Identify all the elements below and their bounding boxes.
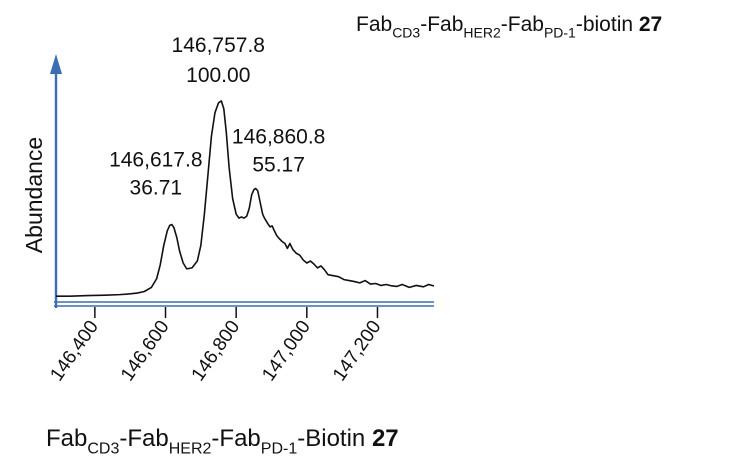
label-text: Fab	[46, 425, 87, 452]
peak-mass-label: 146,757.8	[172, 34, 265, 57]
subscript-text: CD3	[392, 25, 420, 41]
label-text: -biotin	[576, 13, 639, 36]
y-axis-arrow-icon	[50, 54, 62, 74]
spectrum-trace	[56, 100, 435, 297]
y-axis-label: Abundance	[21, 137, 47, 253]
peak-abundance-label: 55.17	[252, 153, 305, 176]
peak-mass-label: 146,860.8	[232, 125, 325, 148]
peak-labels: 146,617.8 36.71 146,757.8 100.00 146,860.8 55…	[109, 34, 325, 200]
label-text: -Fab	[501, 13, 544, 36]
label-text: Fab	[356, 13, 392, 36]
peak-abundance-label: 36.71	[130, 177, 183, 200]
x-tick-label: 146,400	[46, 317, 103, 385]
x-tick-label: 147,000	[258, 317, 315, 385]
label-text: -Biotin	[297, 425, 372, 452]
label-text: 27	[372, 425, 399, 452]
subscript-text: PD-1	[544, 25, 576, 41]
x-tick-labels: 146,400 146,600 146,800 147,000 147,200	[46, 317, 385, 385]
peak-abundance-label: 100.00	[186, 64, 250, 87]
label-text: 27	[639, 13, 662, 36]
label-text: -Fab	[119, 425, 168, 452]
subscript-text: PD-1	[261, 441, 298, 458]
x-tick-label: 147,200	[329, 317, 386, 385]
chart-title: FabCD3-FabHER2-FabPD-1-biotin 27	[356, 13, 662, 41]
x-tick-label: 146,800	[188, 317, 245, 385]
subscript-text: CD3	[87, 441, 119, 458]
x-ticks	[94, 307, 379, 318]
peak-mass-label: 146,617.8	[109, 149, 202, 172]
subscript-text: HER2	[169, 441, 212, 458]
x-tick-label: 146,600	[117, 317, 174, 385]
subscript-text: HER2	[463, 25, 501, 41]
label-text: -Fab	[420, 13, 463, 36]
x-axis-label: FabCD3-FabHER2-FabPD-1-Biotin 27	[46, 425, 399, 458]
label-text: -Fab	[211, 425, 260, 452]
